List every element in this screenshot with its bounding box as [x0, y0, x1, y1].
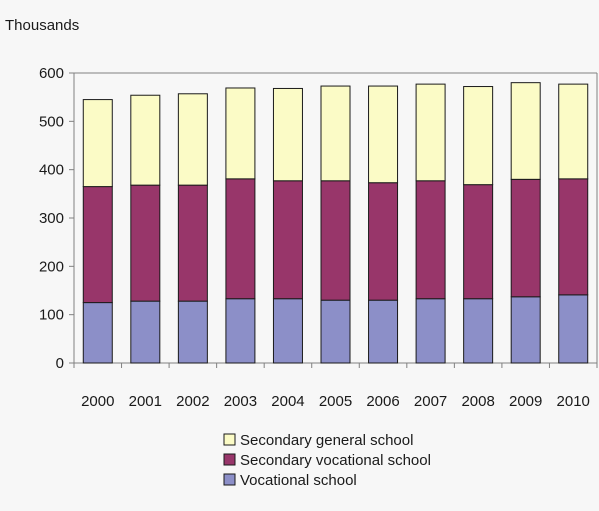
x-tick-label: 2005 — [319, 393, 352, 410]
legend-label: Secondary vocational school — [240, 452, 431, 469]
bar-segment — [225, 87, 256, 180]
x-tick-label: 2007 — [414, 393, 447, 410]
bar-segment — [558, 83, 589, 180]
x-tick-label: 2010 — [557, 393, 590, 410]
bar-segment — [130, 184, 161, 302]
y-tick-label: 400 — [39, 162, 64, 179]
bar-segment — [82, 302, 113, 364]
bar-segment — [368, 299, 399, 364]
legend-swatch — [223, 473, 236, 486]
bar-segment — [82, 186, 113, 304]
y-tick-label: 100 — [39, 307, 64, 324]
y-unit-label: Thousands — [5, 17, 79, 34]
bar-segment — [320, 85, 351, 182]
y-tick-label: 600 — [39, 65, 64, 82]
bar-segment — [177, 93, 208, 186]
bar-segment — [415, 83, 446, 182]
bar-segment — [510, 296, 541, 364]
x-tick-label: 2003 — [224, 393, 257, 410]
bar-segment — [177, 184, 208, 302]
bar-segment — [463, 184, 494, 300]
bar-segment — [272, 87, 303, 182]
y-tick-label: 300 — [39, 210, 64, 227]
bar-segment — [368, 182, 399, 301]
x-tick-label: 2002 — [176, 393, 209, 410]
legend-label: Secondary general school — [240, 432, 413, 449]
legend-label: Vocational school — [240, 472, 357, 489]
bar-segment — [463, 298, 494, 364]
bar-segment — [130, 300, 161, 364]
legend-swatch — [223, 433, 236, 446]
legend-swatch — [223, 453, 236, 466]
x-tick-label: 2006 — [366, 393, 399, 410]
bar-segment — [320, 299, 351, 364]
bar-segment — [415, 180, 446, 300]
bar-segment — [558, 178, 589, 296]
y-tick-label: 0 — [56, 355, 64, 372]
x-tick-label: 2008 — [461, 393, 494, 410]
bar-segment — [272, 298, 303, 364]
bar-segment — [415, 298, 446, 364]
bar-segment — [368, 85, 399, 184]
bar-segment — [130, 94, 161, 186]
x-tick-label: 2004 — [271, 393, 304, 410]
bar-segment — [272, 180, 303, 300]
bar-segment — [225, 298, 256, 364]
bar-segment — [225, 178, 256, 300]
bar-segment — [82, 99, 113, 188]
bar-segment — [320, 180, 351, 301]
x-tick-label: 2001 — [129, 393, 162, 410]
bar-segment — [510, 178, 541, 298]
legend: Secondary general school Secondary vocati… — [223, 432, 431, 489]
y-tick-label: 200 — [39, 258, 64, 275]
x-tick-label: 2009 — [509, 393, 542, 410]
bar-segment — [177, 300, 208, 364]
bar-segment — [463, 86, 494, 186]
plot-area: 0 100 200 300 400 500 600 2000 2001 2002 2003 2004 2… — [39, 65, 598, 410]
bar-segment — [510, 82, 541, 180]
bar-segment — [558, 294, 589, 364]
x-tick-label: 2000 — [81, 393, 114, 410]
y-tick-label: 500 — [39, 113, 64, 130]
